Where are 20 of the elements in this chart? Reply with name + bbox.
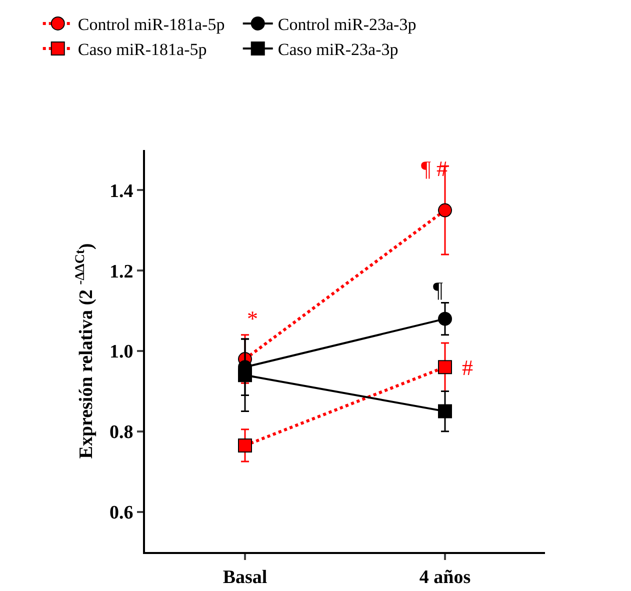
- legend-label: Control miR-23a-3p: [278, 15, 416, 34]
- annotation: #: [462, 355, 473, 380]
- y-tick-label: 1.4: [109, 180, 134, 202]
- point: [238, 438, 252, 452]
- y-tick-label: 1.2: [109, 261, 134, 282]
- y-tick-label: 1.0: [109, 342, 134, 363]
- legend-label: Control miR-181a-5p: [78, 15, 225, 34]
- point: [438, 404, 452, 418]
- point: [238, 368, 252, 382]
- legend-label: Caso miR-23a-3p: [278, 40, 398, 60]
- y-tick-label: 0.8: [109, 422, 134, 444]
- point: [438, 203, 452, 218]
- annotation: *: [247, 306, 258, 331]
- y-tick-label: 0.6: [109, 502, 134, 524]
- annotation: ¶: [433, 277, 443, 302]
- x-tick-label: Basal: [222, 566, 268, 588]
- legend-label: Caso miR-181a-5p: [78, 40, 207, 60]
- x-tick-label: 4 años: [419, 566, 471, 588]
- point: [438, 360, 452, 374]
- point: [438, 312, 452, 326]
